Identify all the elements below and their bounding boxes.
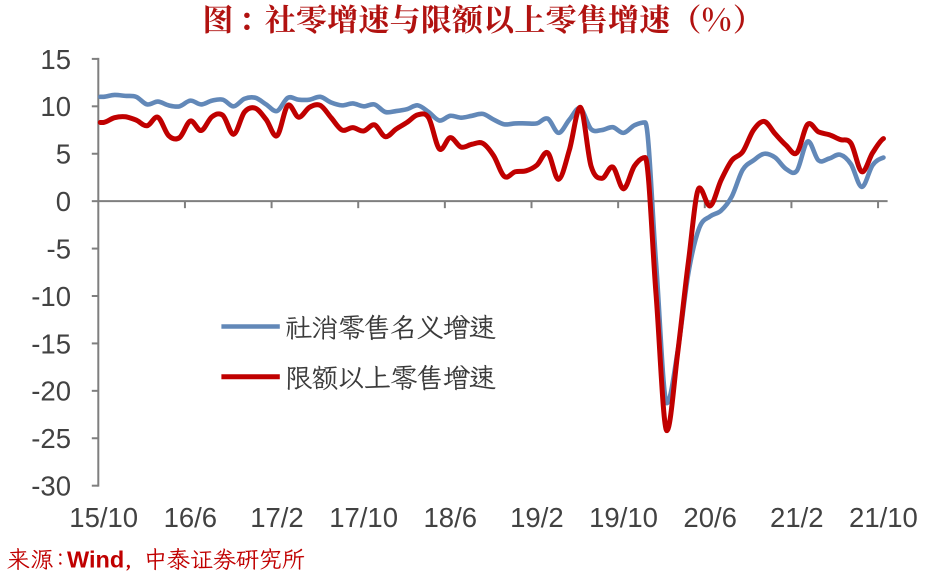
- svg-text:15/10: 15/10: [69, 502, 138, 533]
- svg-text:20/6: 20/6: [683, 502, 737, 533]
- svg-text:17/2: 17/2: [250, 502, 304, 533]
- svg-text:-5: -5: [47, 233, 71, 264]
- svg-text:17/10: 17/10: [329, 502, 398, 533]
- svg-text:10: 10: [40, 91, 71, 122]
- svg-text:Wind: Wind: [67, 547, 124, 573]
- svg-text:0: 0: [56, 186, 71, 217]
- svg-text:18/6: 18/6: [423, 502, 477, 533]
- svg-text:-30: -30: [31, 471, 71, 502]
- svg-text:-15: -15: [31, 328, 71, 359]
- svg-text:19/10: 19/10: [589, 502, 658, 533]
- svg-text:15: 15: [40, 44, 71, 75]
- svg-text:21/2: 21/2: [770, 502, 824, 533]
- svg-text:19/2: 19/2: [510, 502, 564, 533]
- svg-text:5: 5: [56, 139, 71, 170]
- svg-text:21/10: 21/10: [849, 502, 918, 533]
- svg-text:-25: -25: [31, 423, 71, 454]
- svg-text:16/6: 16/6: [164, 502, 218, 533]
- svg-text:-10: -10: [31, 281, 71, 312]
- svg-text:-20: -20: [31, 376, 71, 407]
